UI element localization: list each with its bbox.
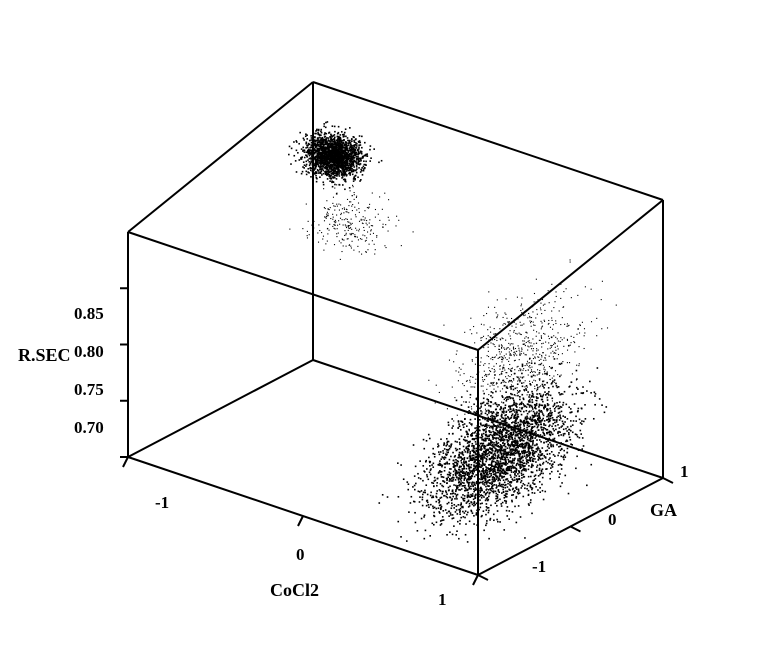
z-tick-3: 0.85 [74,304,104,324]
z-tick-1: 0.75 [74,380,104,400]
z-tick-2: 0.80 [74,342,104,362]
y-tick-2: 1 [680,462,689,482]
chart-canvas [0,0,762,660]
x-tick-0: -1 [155,493,169,513]
z-tick-0: 0.70 [74,418,104,438]
x-tick-2: 1 [438,590,447,610]
y-tick-0: -1 [532,557,546,577]
y-tick-1: 0 [608,510,617,530]
y-axis-label: GA [650,500,677,521]
x-axis-label: CoCl2 [270,580,319,601]
z-axis-label: R.SEC [18,345,71,366]
chart-3d-scatter: 0.70 0.75 0.80 0.85 R.SEC -1 0 1 CoCl2 -… [0,0,762,660]
x-tick-1: 0 [296,545,305,565]
